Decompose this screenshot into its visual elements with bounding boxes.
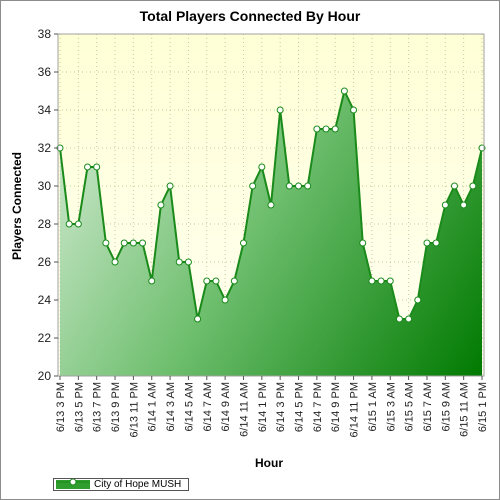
x-tick-label: 6/14 11 AM [238,382,250,437]
data-point [395,315,403,323]
x-tick-label: 6/15 9 AM [440,382,452,432]
data-point [65,220,73,228]
x-tick-label: 6/15 11 AM [459,382,471,437]
legend: City of Hope MUSH [53,478,189,491]
x-tick-label: 6/14 9 AM [220,382,232,432]
data-point [175,258,183,266]
y-tick-label: 22 [38,331,52,345]
chart-title: Total Players Connected By Hour [139,8,361,24]
data-point [258,163,266,171]
y-tick-label: 36 [38,65,52,79]
x-tick-label: 6/13 7 PM [92,382,104,432]
x-tick-label: 6/14 9 PM [330,382,342,432]
series-area [60,91,482,376]
x-tick-label: 6/14 1 AM [147,382,159,432]
data-point [276,106,284,114]
data-point [322,125,330,133]
x-tick-label: 6/13 5 PM [73,382,85,432]
data-point [148,277,156,285]
y-tick-label: 20 [38,369,52,383]
data-point [212,277,220,285]
data-point [285,182,293,190]
data-point [184,258,192,266]
data-point [377,277,385,285]
data-point [469,182,477,190]
data-point [405,315,413,323]
x-tick-label: 6/14 5 PM [294,382,306,432]
data-point [249,182,257,190]
y-tick-label: 32 [38,141,52,155]
x-axis-title: Hour [255,456,283,470]
x-tick-label: 6/13 11 PM [128,382,140,437]
x-tick-label: 6/14 11 PM [349,382,361,437]
x-tick-label: 6/14 3 AM [165,382,177,432]
y-tick-label: 38 [38,27,52,41]
x-tick-label: 6/15 1 AM [367,382,379,432]
y-tick-label: 34 [38,103,52,117]
data-point [203,277,211,285]
data-point [340,87,348,95]
data-point [414,296,422,304]
data-point [120,239,128,247]
data-point [359,239,367,247]
x-tick-label: 6/14 5 AM [183,382,195,432]
x-tick-label: 6/15 3 AM [385,382,397,432]
data-point [460,201,468,209]
data-point [350,106,358,114]
data-point [313,125,321,133]
data-point [157,201,165,209]
data-point [102,239,110,247]
y-tick-label: 28 [38,217,52,231]
plot-border [57,33,485,377]
x-tick-label: 6/15 1 PM [477,382,489,432]
data-point [441,201,449,209]
x-tick-label: 6/14 1 PM [257,382,269,432]
data-point [423,239,431,247]
data-point [432,239,440,247]
data-point [304,182,312,190]
data-point [84,163,92,171]
x-tick-label: 6/15 7 AM [422,382,434,432]
legend-label: City of Hope MUSH [94,479,182,490]
data-point [368,277,376,285]
data-point [386,277,394,285]
data-point [74,220,82,228]
x-tick-label: 6/13 3 PM [55,382,67,432]
y-tick-label: 26 [38,255,52,269]
data-point [450,182,458,190]
data-point [166,182,174,190]
x-tick-label: 6/14 7 PM [312,382,324,432]
x-tick-label: 6/15 5 AM [404,382,416,432]
data-point [267,201,275,209]
y-tick-label: 24 [38,293,52,307]
data-point [331,125,339,133]
data-point [295,182,303,190]
x-tick-label: 6/14 3 PM [275,382,287,432]
data-point [239,239,247,247]
legend-swatch [56,479,90,489]
data-point [221,296,229,304]
x-tick-label: 6/14 7 AM [202,382,214,432]
y-tick-label: 30 [38,179,52,193]
x-tick-label: 6/13 9 PM [110,382,122,432]
data-point [93,163,101,171]
data-point [129,239,137,247]
data-point [230,277,238,285]
data-point [139,239,147,247]
data-point [111,258,119,266]
data-point [194,315,202,323]
